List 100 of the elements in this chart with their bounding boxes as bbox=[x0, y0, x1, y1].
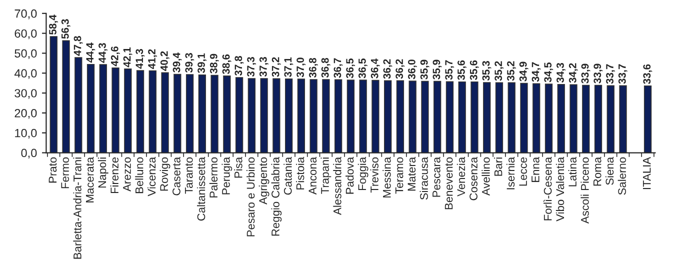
x-tick-label: Catania bbox=[284, 156, 292, 195]
bar bbox=[174, 74, 182, 153]
bar bbox=[458, 81, 466, 153]
x-tick-label: Benevento bbox=[444, 157, 453, 210]
bar bbox=[434, 80, 442, 153]
bar bbox=[186, 74, 194, 153]
bar bbox=[161, 72, 169, 153]
data-label: 47,8 bbox=[74, 36, 83, 56]
bar bbox=[508, 82, 516, 153]
y-tick-label: 60,0 bbox=[14, 29, 37, 40]
x-tick-label: Palermo bbox=[209, 157, 218, 198]
bar bbox=[396, 80, 404, 153]
y-tick-label: 70,0 bbox=[14, 9, 37, 20]
data-label: 38,9 bbox=[210, 54, 219, 74]
data-label: 33,7 bbox=[606, 64, 615, 84]
x-tick-label: Pesaro e Urbino bbox=[246, 157, 255, 236]
x-tick-label: Perugia bbox=[222, 156, 232, 194]
bar bbox=[334, 79, 342, 153]
bar bbox=[346, 80, 355, 153]
bar bbox=[136, 70, 144, 153]
data-label: 36,8 bbox=[308, 58, 318, 78]
bar bbox=[520, 82, 528, 153]
y-tick-label: 10,0 bbox=[15, 128, 37, 139]
x-tick-label: Barletta-Andria-Trani bbox=[73, 158, 82, 259]
data-label: 36,0 bbox=[408, 60, 417, 80]
bar bbox=[112, 68, 120, 153]
x-tick-label: Alessandria bbox=[333, 156, 342, 215]
bar bbox=[619, 85, 627, 153]
data-label: 41,3 bbox=[136, 49, 145, 69]
x-tick-label: Firenze bbox=[110, 157, 118, 194]
x-tick-label: Ascoli Piceno bbox=[580, 157, 589, 224]
data-label: 39,1 bbox=[198, 53, 206, 74]
data-label: 41,2 bbox=[148, 49, 157, 69]
bar bbox=[86, 64, 95, 153]
data-label: 33,9 bbox=[594, 64, 603, 84]
bar bbox=[495, 82, 504, 153]
data-label: 35,7 bbox=[445, 60, 454, 80]
bar bbox=[421, 80, 429, 153]
x-tick-label: Arezzo bbox=[123, 157, 131, 192]
x-tick-label: Ancona bbox=[308, 156, 317, 195]
bar bbox=[74, 57, 82, 153]
x-tick-label: Isernia bbox=[506, 156, 515, 190]
x-tick-label: Vibo Valentia bbox=[556, 156, 564, 222]
data-label: 35,2 bbox=[507, 61, 516, 81]
x-tick-label: Reggio Calabria bbox=[271, 156, 282, 236]
bar bbox=[470, 81, 478, 153]
x-tick-label: Pisa bbox=[234, 156, 242, 178]
bar bbox=[310, 79, 318, 153]
bar bbox=[260, 78, 268, 153]
bar bbox=[198, 74, 206, 153]
bar bbox=[446, 81, 454, 153]
data-label: 39,4 bbox=[172, 52, 182, 72]
y-tick-label: 30,0 bbox=[14, 89, 37, 99]
x-tick-label: Macerata bbox=[86, 156, 94, 202]
bar bbox=[532, 83, 540, 153]
bar bbox=[284, 78, 293, 153]
data-label: 36,2 bbox=[396, 59, 405, 79]
data-label: 33,6 bbox=[643, 64, 652, 84]
x-tick-label: Trapani bbox=[320, 158, 332, 194]
x-tick-label: Prato bbox=[48, 157, 57, 183]
data-label: 42,1 bbox=[123, 47, 132, 68]
data-label: 35,6 bbox=[458, 60, 466, 80]
data-label: 36,5 bbox=[346, 58, 356, 78]
y-tick-label: 50,0 bbox=[14, 49, 37, 60]
x-tick-label: Napoli bbox=[98, 158, 108, 188]
data-label: 37,8 bbox=[234, 56, 244, 76]
x-tick-label: Lecce bbox=[519, 157, 527, 186]
bar bbox=[408, 80, 416, 153]
bar bbox=[210, 74, 218, 153]
data-label: 37,3 bbox=[247, 57, 256, 77]
x-tick-label: Roma bbox=[593, 156, 602, 186]
bar bbox=[248, 78, 256, 153]
x-tick-label: ITALIA bbox=[643, 156, 651, 190]
bar bbox=[99, 64, 107, 153]
x-tick-label: Salerno bbox=[618, 157, 626, 195]
data-label: 39,3 bbox=[185, 53, 194, 73]
data-label: 33,9 bbox=[581, 64, 590, 84]
data-label: 37,2 bbox=[272, 57, 281, 77]
bar bbox=[606, 85, 614, 153]
x-tick-label: Pescara bbox=[432, 156, 440, 197]
x-tick-label: Treviso bbox=[370, 157, 378, 193]
x-tick-label: Latina bbox=[568, 156, 576, 186]
x-tick-label: Avellino bbox=[482, 157, 490, 196]
data-label: 36,2 bbox=[383, 59, 392, 79]
bar bbox=[272, 78, 280, 153]
x-tick-label: Caltanissetta bbox=[196, 156, 206, 221]
data-label: 34,5 bbox=[544, 62, 554, 82]
bar bbox=[483, 82, 491, 153]
bar bbox=[372, 80, 380, 153]
bar bbox=[570, 84, 578, 153]
data-label: 36,5 bbox=[358, 58, 368, 78]
data-label: 37,3 bbox=[259, 57, 268, 77]
data-label: 38,6 bbox=[222, 54, 232, 74]
x-tick-label: Belluno bbox=[135, 157, 144, 194]
bar bbox=[62, 40, 70, 153]
data-label: 36,4 bbox=[370, 58, 380, 78]
bar bbox=[297, 78, 306, 153]
x-tick-label: Siracusa bbox=[420, 156, 428, 200]
x-tick-label: Fermo bbox=[61, 157, 69, 188]
data-label: 58,4 bbox=[49, 14, 58, 35]
